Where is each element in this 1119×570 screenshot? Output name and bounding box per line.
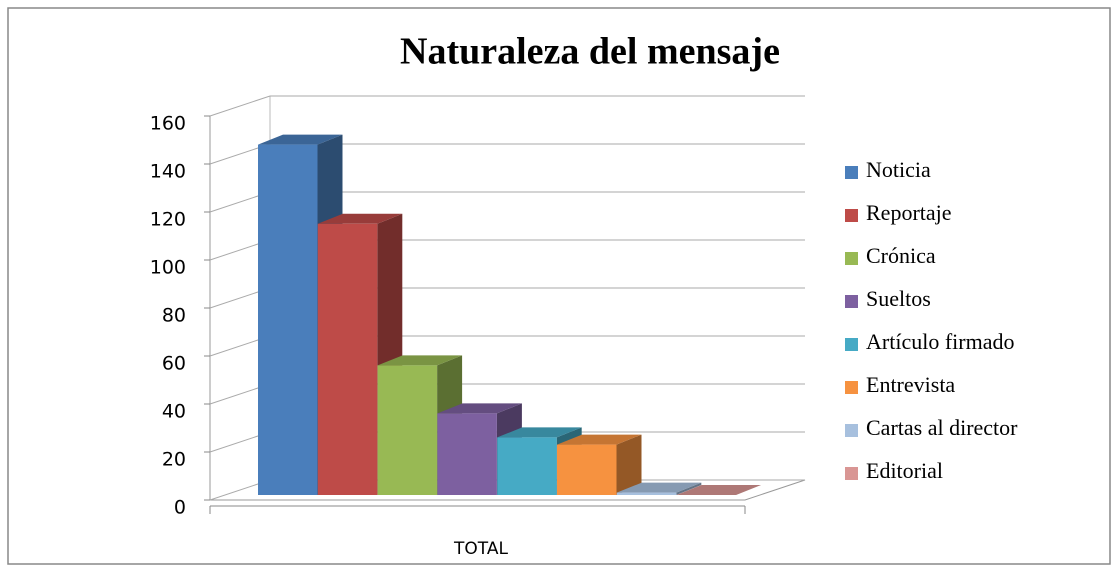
y-tick-label: 160	[150, 113, 186, 135]
bar-top	[497, 427, 582, 438]
bar-side	[676, 482, 702, 495]
bar-side	[616, 434, 642, 495]
bar-top	[437, 403, 522, 414]
legend-swatch	[845, 338, 858, 351]
bar-top	[557, 434, 642, 445]
legend-swatch	[845, 209, 858, 222]
bar	[616, 492, 677, 495]
y-tick-label: 120	[150, 209, 186, 231]
grid-line	[209, 95, 805, 117]
legend-swatch	[845, 166, 858, 179]
legend-swatch	[845, 295, 858, 308]
legend-label: Cartas al director	[866, 415, 1018, 440]
bar	[377, 365, 438, 495]
y-tick-label: 80	[162, 305, 186, 327]
y-tick-label: 60	[162, 353, 186, 375]
y-tick-label: 140	[150, 161, 186, 183]
bar	[557, 444, 617, 495]
bar-top	[317, 213, 403, 224]
bar	[497, 437, 557, 495]
legend-label: Noticia	[866, 157, 931, 182]
y-tick-label: 0	[174, 497, 186, 519]
legend-label: Editorial	[866, 458, 943, 483]
bar-top	[258, 134, 343, 145]
bar	[437, 413, 497, 495]
legend-swatch	[845, 252, 858, 265]
legend-label: Crónica	[866, 243, 936, 268]
bar	[258, 144, 318, 495]
x-tick-label: TOTAL	[453, 539, 508, 559]
bar	[317, 223, 378, 496]
legend-label: Sueltos	[866, 286, 931, 311]
y-tick-label: 40	[162, 401, 186, 423]
legend-swatch	[845, 424, 858, 437]
legend-label: Artículo firmado	[866, 329, 1014, 354]
legend-swatch	[845, 381, 858, 394]
y-tick-label: 20	[162, 449, 186, 471]
bar-top	[676, 485, 762, 495]
chart-title: Naturaleza del mensaje	[400, 31, 780, 73]
bar-top	[616, 482, 702, 493]
legend-swatch	[845, 467, 858, 480]
legend-label: Entrevista	[866, 372, 955, 397]
bar-top	[377, 355, 463, 366]
y-tick-label: 100	[150, 257, 186, 279]
legend-label: Reportaje	[866, 200, 952, 225]
